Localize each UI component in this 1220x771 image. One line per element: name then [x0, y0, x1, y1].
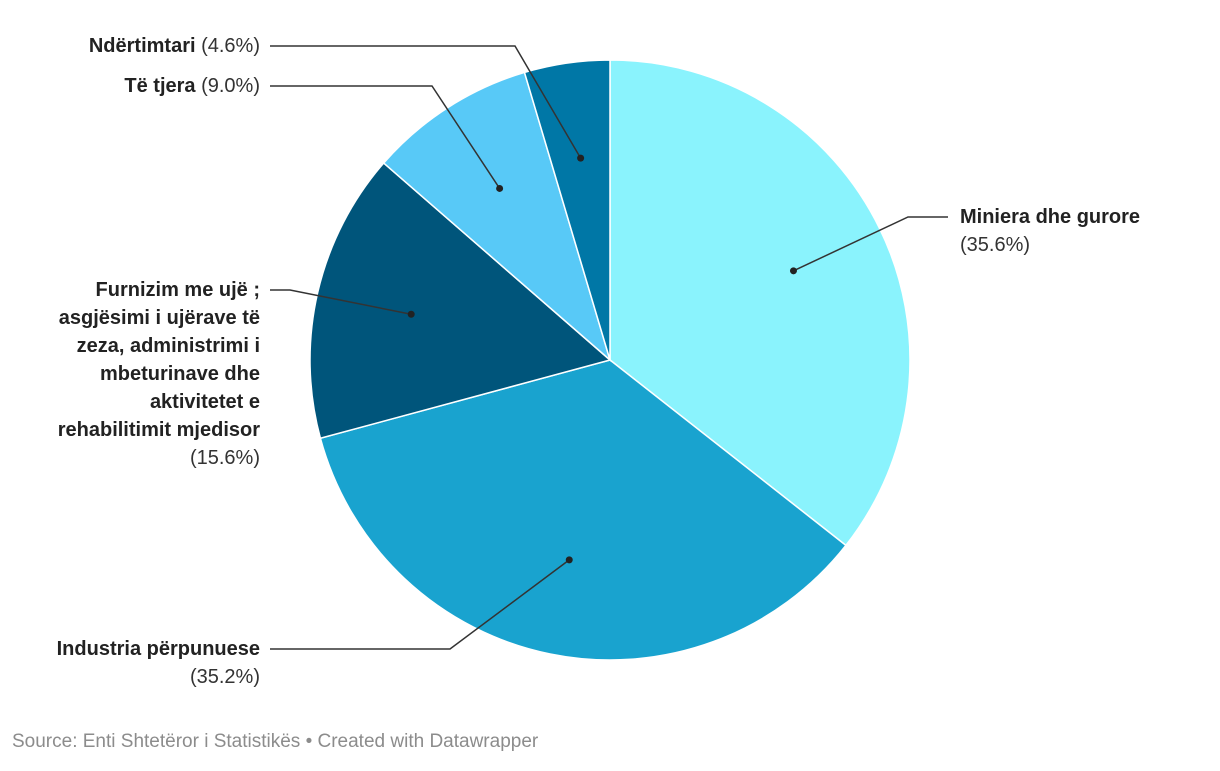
slices-layer — [309, 59, 911, 661]
pie-slice-te-tjera — [382, 71, 612, 363]
slice-name-line-furnizim-me-uje-4: aktivitetet e — [150, 391, 260, 413]
leader-dot-te-tjera — [496, 184, 504, 192]
slice-name-line-miniera-dhe-gurore-0: Miniera dhe gurore — [960, 206, 1140, 228]
leaders-layer — [270, 45, 948, 650]
leader-line-furnizim-me-uje — [270, 289, 412, 315]
leader-dot-miniera-dhe-gurore — [789, 267, 797, 275]
slice-value-industria-perpunuese: (35.2%) — [190, 666, 260, 688]
slice-name-line-industria-perpunuese-0: Industria përpunuese — [57, 638, 260, 660]
slice-value-ndertimtari: (4.6%) — [201, 35, 260, 57]
slice-label-ndertimtari: Ndërtimtari (4.6%) — [89, 35, 260, 57]
slice-name-line-furnizim-me-uje-3: mbeturinave dhe — [100, 363, 260, 385]
slice-label-miniera-dhe-gurore: Miniera dhe gurore (35.6%) — [960, 206, 1140, 256]
source-note: Source: Enti Shtetëror i Statistikës • C… — [12, 731, 539, 752]
labels-layer: Miniera dhe gurore (35.6%) Industria përpu… — [57, 35, 1140, 688]
slice-label-te-tjera: Të tjera (9.0%) — [124, 75, 260, 97]
slice-name-line-furnizim-me-uje-5: rehabilitimit mjedisor — [58, 419, 260, 441]
slice-value-te-tjera: (9.0%) — [201, 75, 260, 97]
leader-line-ndertimtari — [270, 45, 582, 159]
leader-dot-industria-perpunuese — [565, 556, 573, 564]
leader-dot-ndertimtari — [577, 154, 585, 162]
slice-value-miniera-dhe-gurore: (35.6%) — [960, 234, 1030, 256]
leader-dot-furnizim-me-uje — [407, 310, 415, 318]
leader-line-miniera-dhe-gurore — [793, 216, 948, 272]
pie-slice-industria-perpunuese — [319, 359, 847, 661]
slice-name-line-furnizim-me-uje-1: asgjësimi i ujërave të — [59, 307, 260, 329]
pie-slice-miniera-dhe-gurore — [609, 59, 911, 547]
slice-name-line-furnizim-me-uje-2: zeza, administrimi i — [77, 335, 260, 357]
slice-label-industria-perpunuese: Industria përpunuese (35.2%) — [57, 638, 260, 688]
leader-line-te-tjera — [270, 85, 501, 189]
slice-name-line-furnizim-me-uje-0: Furnizim me ujë ; — [96, 279, 260, 301]
slice-name-ndertimtari: Ndërtimtari — [89, 35, 201, 57]
pie-slice-ndertimtari — [523, 59, 611, 361]
leader-line-industria-perpunuese — [270, 559, 570, 650]
slice-label-furnizim-me-uje: Furnizim me ujë ; asgjësimi i ujërave të z… — [58, 279, 260, 469]
pie-slice-furnizim-me-uje — [309, 161, 612, 440]
slice-name-te-tjera: Të tjera — [124, 75, 201, 97]
slice-value-furnizim-me-uje: (15.6%) — [190, 447, 260, 469]
